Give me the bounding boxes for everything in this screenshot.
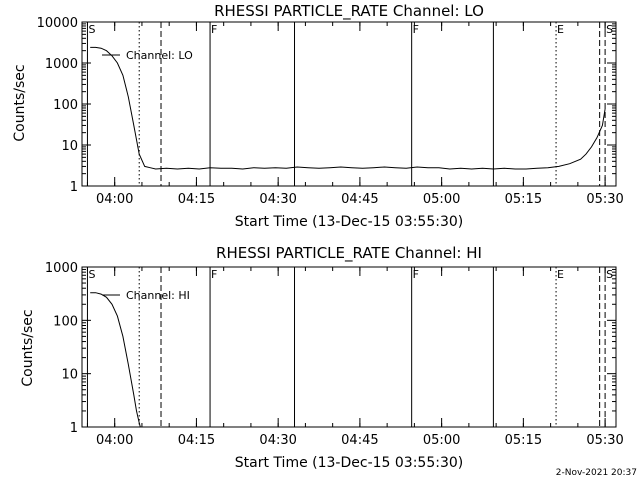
x-tick-label: 04:30	[259, 192, 296, 207]
x-tick-label: 04:30	[259, 433, 296, 448]
event-marker-label: E	[557, 23, 564, 36]
legend-label-lo: Channel: LO	[126, 49, 193, 62]
footer-timestamp: 2-Nov-2021 20:37	[556, 468, 637, 478]
x-tick-label: 04:00	[96, 192, 133, 207]
y-tick-label: 10	[61, 139, 78, 154]
x-tick-label: 05:30	[586, 433, 623, 448]
event-marker-label: S	[606, 268, 613, 281]
chart-title-hi: RHESSI PARTICLE_RATE Channel: HI	[216, 244, 482, 263]
y-tick-label: 1	[70, 421, 78, 436]
x-tick-label: 04:45	[341, 433, 378, 448]
y-tick-label: 100	[53, 314, 78, 329]
x-tick-label: 04:15	[178, 192, 215, 207]
x-tick-label: 04:15	[178, 433, 215, 448]
x-axis-label-lo: Start Time (13-Dec-15 03:55:30)	[235, 214, 463, 230]
x-axis-label-hi: Start Time (13-Dec-15 03:55:30)	[235, 455, 463, 471]
y-axis-label-lo: Counts/sec	[12, 64, 28, 141]
x-tick-label: 04:00	[96, 433, 133, 448]
event-marker-label: F	[413, 23, 419, 36]
x-tick-label: 05:15	[505, 192, 542, 207]
plot-frame-hi	[81, 266, 617, 428]
event-marker-label: F	[211, 268, 217, 281]
event-marker-label: S	[606, 23, 613, 36]
event-marker-label: S	[88, 23, 95, 36]
y-tick-label: 100	[53, 98, 78, 113]
event-marker-label: E	[557, 268, 564, 281]
event-marker-label: F	[211, 23, 217, 36]
y-axis-label-hi: Counts/sec	[20, 309, 36, 386]
x-tick-label: 05:00	[423, 433, 460, 448]
x-tick-label: 05:15	[505, 433, 542, 448]
y-tick-label: 1	[70, 180, 78, 195]
x-tick-label: 05:00	[423, 192, 460, 207]
event-marker-label: S	[88, 268, 95, 281]
chart-title-lo: RHESSI PARTICLE_RATE Channel: LO	[214, 2, 484, 21]
y-tick-label: 10000	[37, 16, 78, 31]
plot-frame-lo	[81, 21, 617, 187]
y-tick-label: 1000	[45, 261, 78, 276]
series-line-lo	[90, 46, 606, 170]
series-line-hi	[90, 292, 141, 428]
x-tick-label: 04:45	[341, 192, 378, 207]
y-tick-label: 1000	[45, 57, 78, 72]
x-tick-label: 05:30	[586, 192, 623, 207]
event-marker-label: F	[413, 268, 419, 281]
legend-label-hi: Channel: HI	[126, 289, 190, 302]
y-tick-label: 10	[61, 368, 78, 383]
